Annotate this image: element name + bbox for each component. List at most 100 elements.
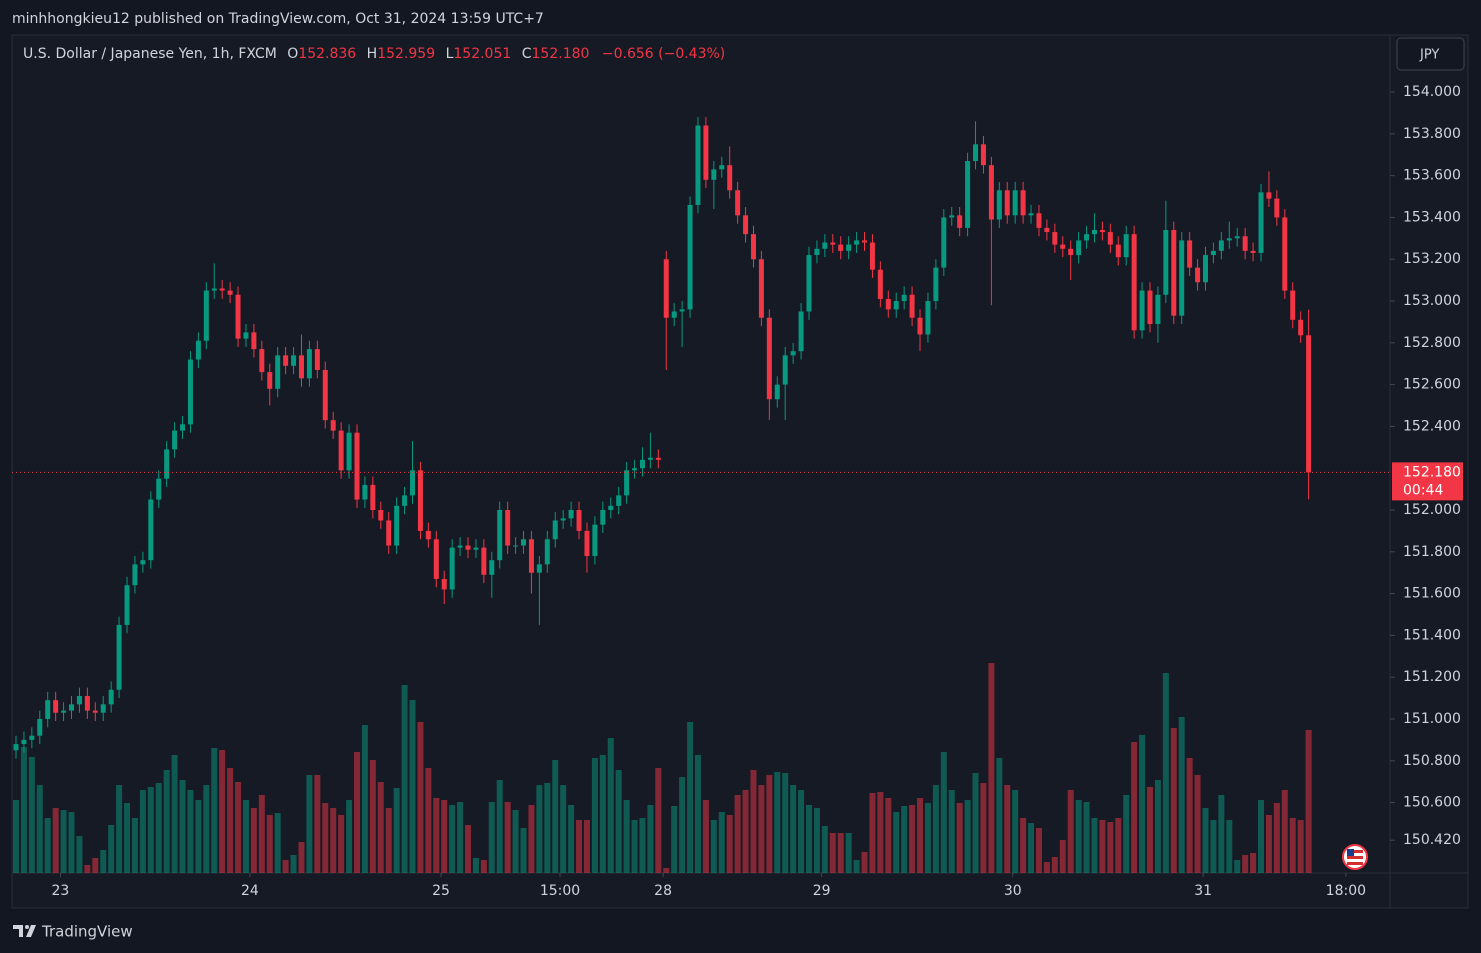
volume-bar [84, 865, 91, 873]
candle-body [679, 309, 685, 312]
candle-body [1012, 190, 1018, 216]
candle-body [433, 539, 439, 579]
volume-bar [972, 773, 979, 873]
candle-body [1028, 213, 1034, 216]
candle-body [1099, 229, 1105, 233]
volume-bar [1273, 803, 1280, 873]
candle-body [1131, 234, 1137, 331]
volume-bar [1012, 790, 1019, 873]
currency-label[interactable]: JPY [1419, 48, 1439, 63]
candle-body [703, 125, 709, 180]
volume-bar [36, 785, 43, 873]
candle-body [528, 539, 534, 573]
candle-body [235, 294, 241, 339]
volume-bar [901, 806, 908, 873]
candle-body [671, 311, 677, 318]
candle-body [124, 585, 130, 625]
candle-body [449, 547, 455, 590]
candle-body [45, 700, 51, 719]
legend-value: 152.836 [298, 46, 356, 62]
volume-bar [1139, 735, 1146, 873]
volume-layer [13, 663, 1312, 873]
candle-body [1218, 240, 1224, 251]
volume-bar [417, 722, 424, 873]
candle-body [655, 457, 661, 460]
candle-body [885, 298, 891, 310]
y-tick-label: 151.200 [1403, 669, 1461, 685]
candle-body [314, 349, 320, 370]
volume-bar [1218, 795, 1225, 873]
candle-body [576, 510, 582, 531]
candle-body [164, 449, 170, 479]
candle-body [76, 695, 82, 705]
candle-body [743, 215, 749, 235]
volume-bar [663, 868, 670, 873]
candle-body [980, 144, 986, 166]
volume-bar [108, 825, 115, 873]
candle-body [1306, 335, 1312, 473]
candle-body [798, 311, 804, 352]
candle-body [187, 359, 193, 425]
y-tick-label: 153.600 [1403, 168, 1461, 184]
volume-bar [179, 780, 186, 873]
volume-bar [615, 770, 622, 873]
candle-body [711, 169, 717, 180]
candle-body [1226, 238, 1232, 241]
candle-body [560, 518, 566, 521]
legend-value: 152.959 [377, 46, 435, 62]
candle-body [513, 545, 519, 547]
volume-bar [465, 825, 472, 873]
candle-body [1155, 294, 1161, 325]
candle-body [267, 372, 273, 389]
candle-body [941, 217, 947, 268]
candle-body [925, 301, 931, 335]
candle-body [814, 248, 820, 256]
candle-body [53, 700, 59, 713]
candle-body [933, 267, 939, 302]
candle-body [203, 290, 209, 341]
candle-body [481, 547, 487, 575]
y-tick-label: 150.600 [1403, 795, 1461, 811]
x-tick-label: 30 [1004, 883, 1022, 899]
volume-bar [282, 860, 289, 873]
volume-bar [806, 805, 812, 873]
candle-body [211, 288, 217, 291]
legend-value: 152.180 [532, 46, 590, 62]
volume-bar [1107, 822, 1114, 873]
volume-bar [322, 803, 329, 873]
volume-bar [203, 785, 210, 873]
candle-body [949, 215, 955, 218]
y-tick-label: 152.800 [1403, 335, 1461, 351]
candle-body [402, 495, 408, 506]
y-tick-label: 153.200 [1403, 251, 1461, 267]
volume-bar [1281, 790, 1288, 873]
candle-body [608, 505, 614, 511]
volume-bar [694, 755, 701, 873]
candle-body [1076, 240, 1082, 256]
candle-body [29, 735, 35, 740]
candle-body [346, 432, 352, 471]
candle-body [37, 718, 43, 736]
last-price-box [1392, 462, 1463, 501]
candle-body [1052, 232, 1058, 245]
volume-bar [821, 826, 828, 873]
candle-body [116, 624, 122, 690]
x-tick-label: 23 [51, 883, 69, 899]
candle-body [283, 355, 289, 366]
y-tick-label: 150.800 [1403, 753, 1461, 769]
candle-body [1210, 250, 1216, 256]
volume-bar [1059, 840, 1066, 873]
logo-part [13, 925, 23, 937]
volume-bar [1186, 758, 1193, 873]
candle-body [354, 432, 360, 500]
candle-body [647, 457, 653, 460]
volume-bar [893, 812, 900, 873]
volume-bar [353, 752, 360, 873]
volume-bar [798, 790, 805, 873]
volume-bar [1194, 775, 1201, 873]
volume-bar [560, 785, 567, 873]
volume-bar [1123, 795, 1130, 873]
volume-bar [1131, 742, 1138, 873]
currency-button[interactable] [1396, 37, 1465, 71]
